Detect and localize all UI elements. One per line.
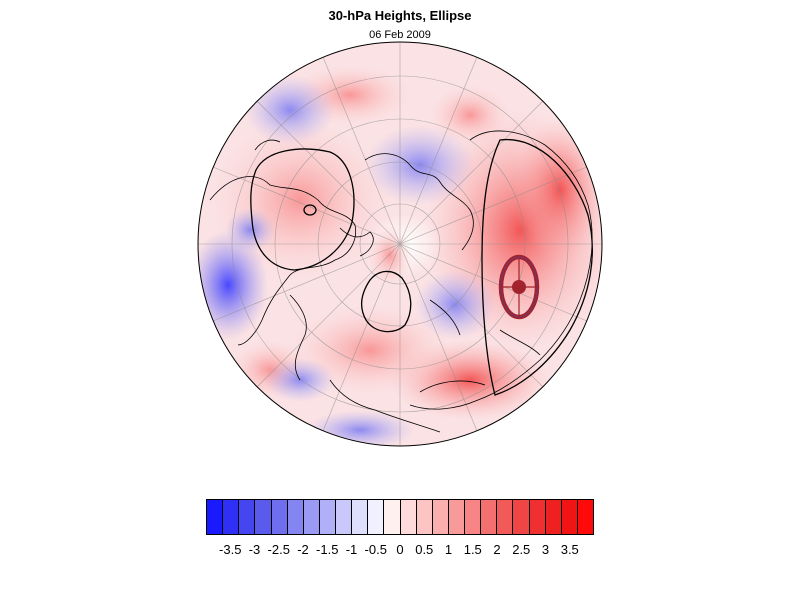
chart-date: 06 Feb 2009: [369, 29, 431, 41]
colorbar-swatch: [481, 500, 498, 534]
colorbar-tick-label: 0.5: [415, 542, 434, 557]
colorbar-swatch: [416, 500, 433, 534]
colorbar-tick-label: -2: [297, 542, 309, 557]
colorbar-swatch: [529, 500, 546, 534]
colorbar-swatch: [207, 500, 224, 534]
colorbar-swatch: [271, 500, 288, 534]
anomaly-field: [198, 42, 602, 446]
colorbar-swatch: [336, 500, 353, 534]
colorbar-swatch: [561, 500, 578, 534]
colorbar-swatch: [432, 500, 449, 534]
ellipse-center-marker: [512, 280, 526, 294]
colorbar-swatch: [384, 500, 401, 534]
colorbar-tick-label: -3.5: [219, 542, 242, 557]
map-border: [197, 41, 603, 447]
colorbar-tick-label: 3: [541, 542, 550, 557]
colorbar-tick-label: 1: [444, 542, 453, 557]
chart-title: 30-hPa Heights, Ellipse: [328, 8, 472, 23]
colorbar-swatch: [465, 500, 482, 534]
colorbar-tick-label: -1: [345, 542, 358, 557]
colorbar-tick-label: 3.5: [560, 542, 579, 557]
colorbar-tick-label: -2.5: [267, 542, 290, 557]
colorbar-swatch: [368, 500, 385, 534]
colorbar-tick-label: -3: [248, 542, 261, 557]
colorbar-swatch: [577, 500, 593, 534]
colorbar-swatch: [239, 500, 256, 534]
coastlines: [209, 130, 593, 433]
colorbar-tick-label: 0: [396, 542, 404, 557]
colorbar-swatch: [545, 500, 562, 534]
colorbar-swatch: [513, 500, 530, 534]
colorbar-ticks: -3.5 -3 -2.5 -2 -1.5 -1 -0.5 0 0.5 1 1.5 2 2.5 3 3.5: [206, 542, 594, 558]
colorbar-tick-label: -0.5: [364, 542, 387, 557]
colorbar-tick-label: 2: [493, 542, 501, 557]
graticule: [198, 42, 602, 446]
colorbar: [206, 499, 594, 535]
colorbar-swatch: [400, 500, 417, 534]
colorbar-tick-label: 1.5: [463, 542, 482, 557]
colorbar-swatch: [223, 500, 240, 534]
colorbar-swatch: [303, 500, 320, 534]
colorbar-swatch: [497, 500, 514, 534]
colorbar-tick-label: -1.5: [316, 542, 339, 557]
colorbar-swatch: [448, 500, 465, 534]
colorbar-tick-label: 2.5: [512, 542, 531, 557]
colorbar-swatch: [352, 500, 369, 534]
height-contours: [250, 139, 593, 396]
colorbar-swatch: [287, 500, 304, 534]
colorbar-swatch: [319, 500, 336, 534]
colorbar-swatch: [255, 500, 272, 534]
